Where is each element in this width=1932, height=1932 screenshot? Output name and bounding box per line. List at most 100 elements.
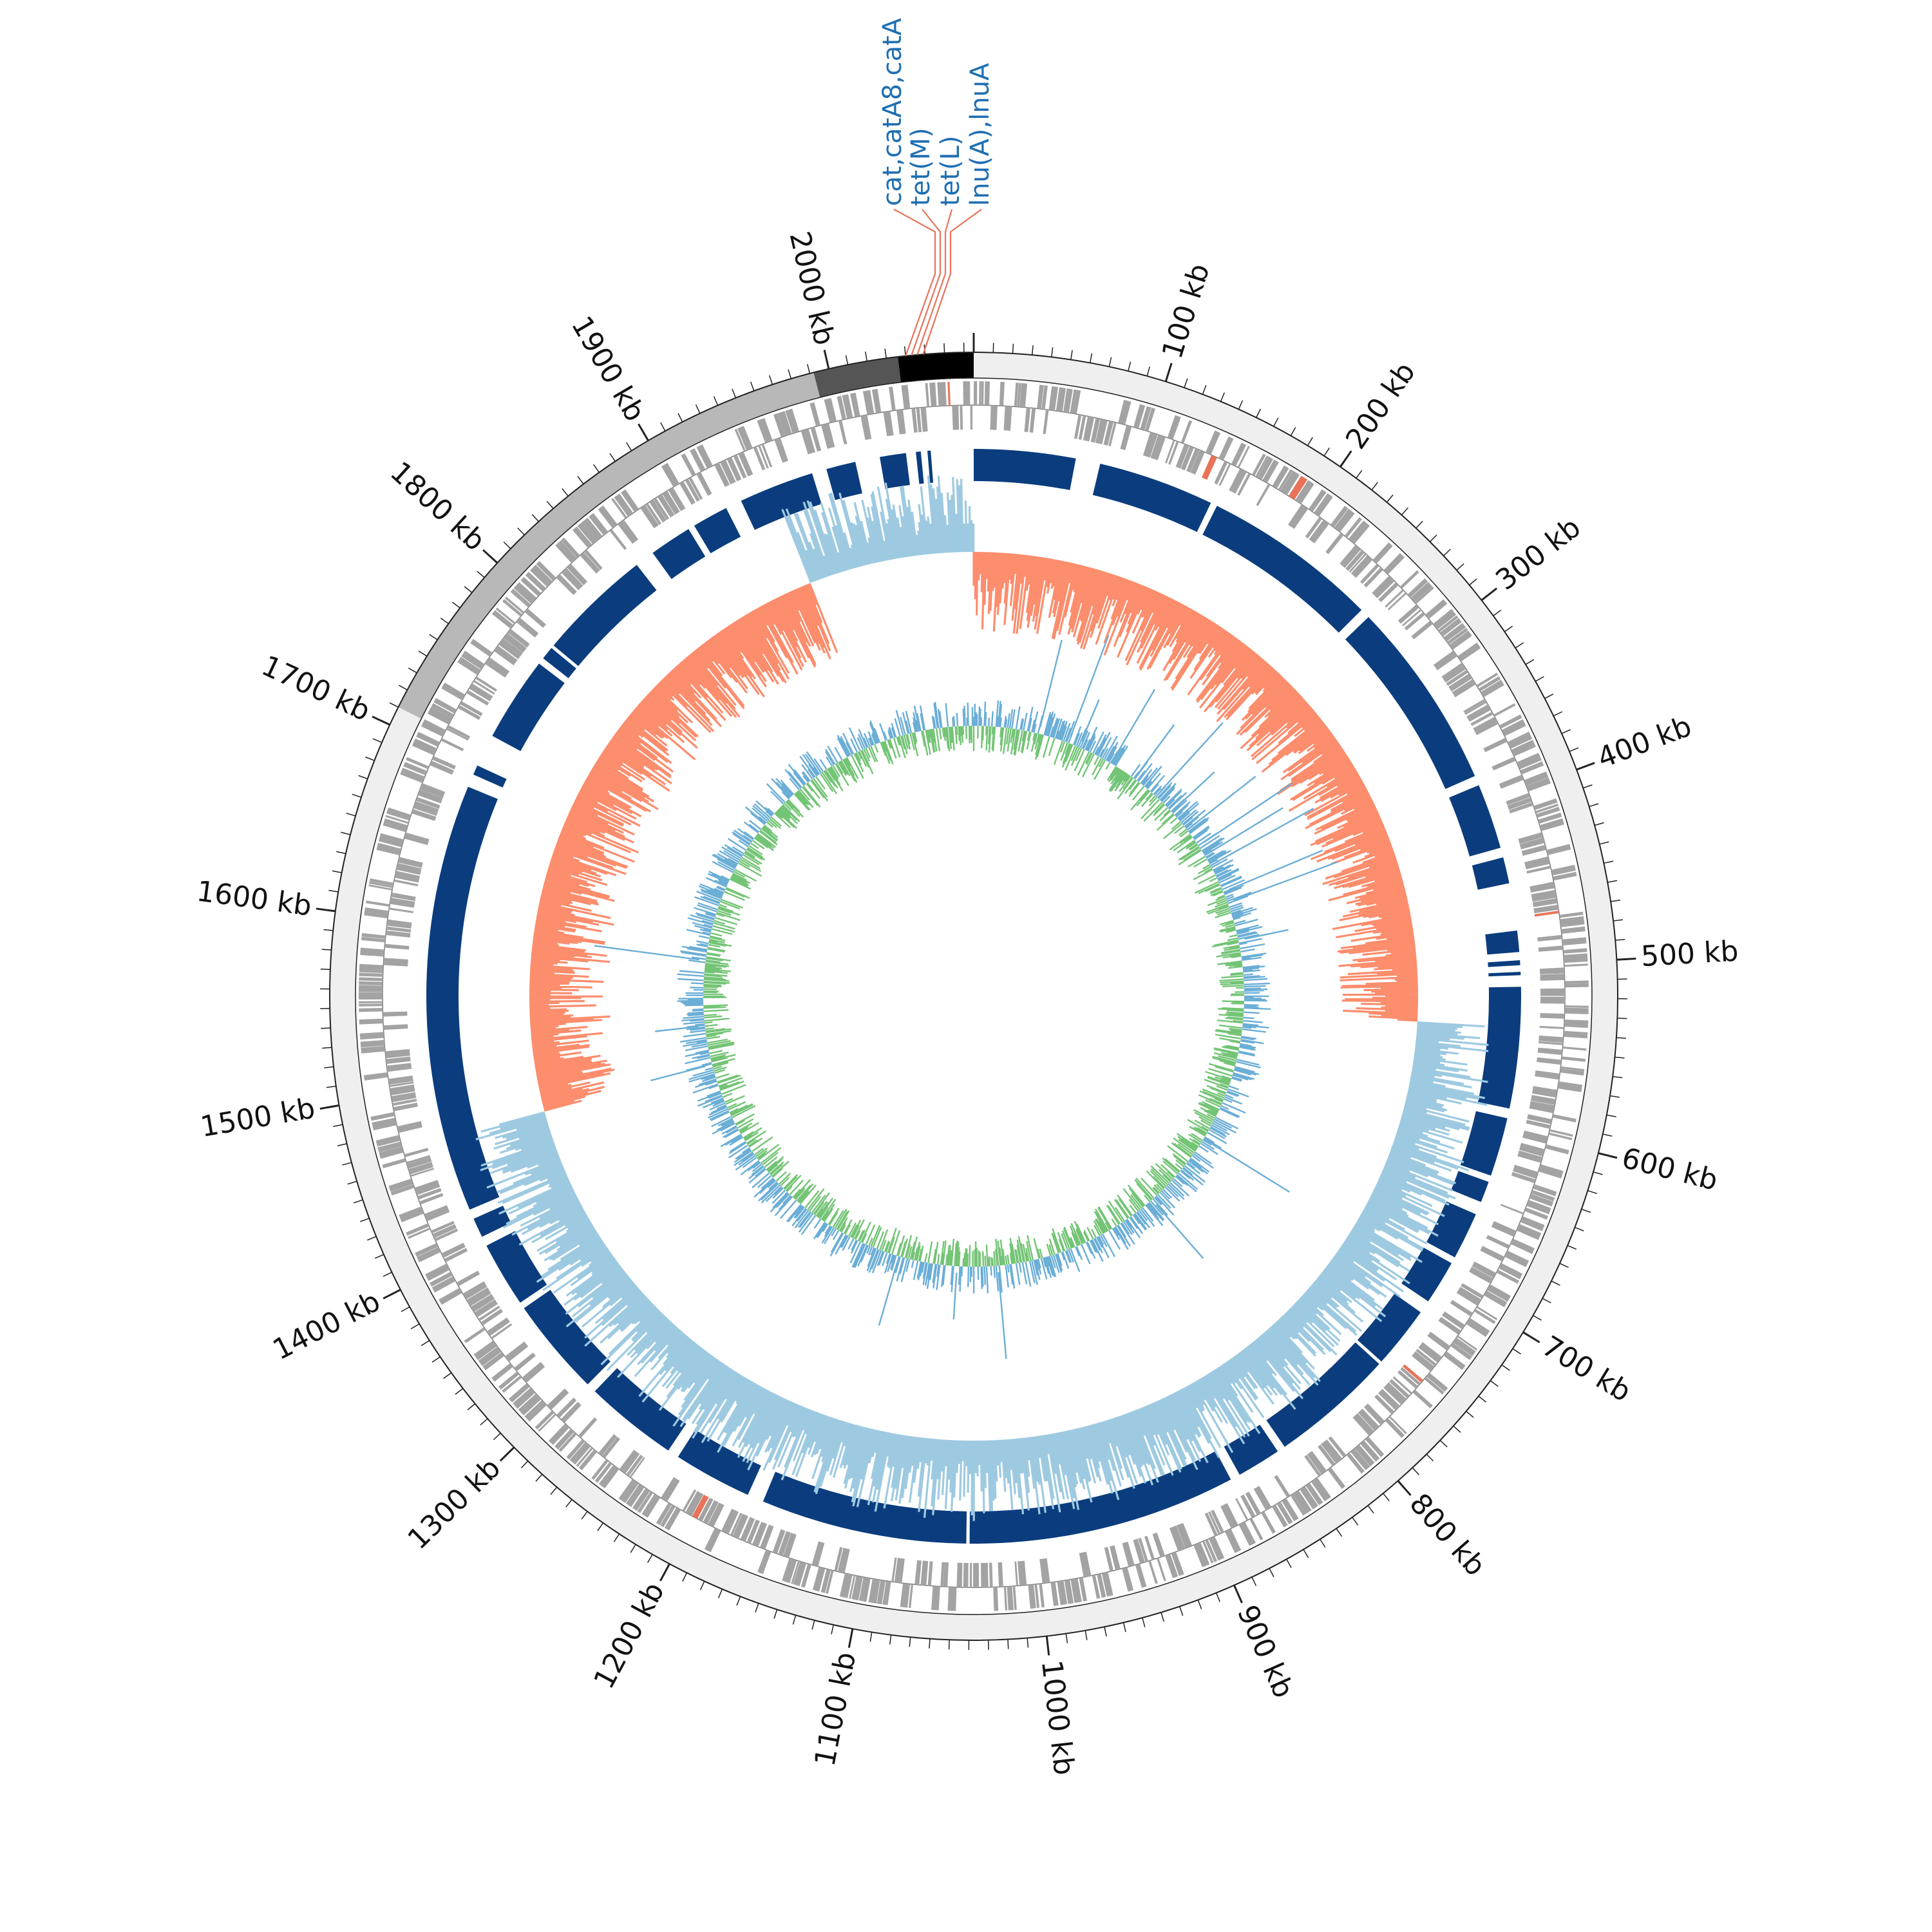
feature-486	[391, 892, 416, 902]
feature-233	[1383, 1382, 1407, 1405]
feature-495	[378, 833, 404, 848]
tick-1530	[322, 1046, 332, 1049]
feature-231	[1392, 1376, 1412, 1395]
tick-1930	[695, 404, 701, 414]
feature-565	[649, 499, 667, 523]
feature-331	[868, 1578, 880, 1604]
tick-1390	[401, 1306, 410, 1312]
feature-467	[359, 1001, 383, 1003]
feature-244	[1350, 1448, 1370, 1470]
feature-271	[1208, 1511, 1221, 1535]
feature-250	[1307, 1450, 1327, 1475]
feature-87	[1401, 609, 1422, 627]
feature-527	[461, 650, 485, 670]
feature-189	[1511, 1171, 1536, 1184]
feature-400	[498, 1371, 520, 1390]
feature-81	[1385, 589, 1405, 608]
feature-444	[377, 1141, 402, 1153]
feature-521	[441, 682, 466, 701]
tick-200	[1340, 450, 1352, 468]
feature-387	[554, 1428, 574, 1450]
feature-610	[916, 407, 922, 433]
feature-204	[1496, 1269, 1519, 1284]
feature-502	[415, 797, 440, 809]
tick-390	[1569, 747, 1579, 752]
contig-block-0	[974, 449, 1076, 491]
feature-285	[1138, 1537, 1148, 1562]
feature-550	[561, 537, 580, 558]
feature-524	[473, 679, 495, 695]
tick-label-200: 200 kb	[1340, 356, 1422, 455]
feature-311	[993, 1587, 999, 1611]
contig-block-5	[1472, 857, 1510, 890]
gc-skew-positive	[529, 551, 1419, 1112]
tick-230	[1386, 494, 1394, 503]
feature-27	[1120, 425, 1132, 451]
feature-469	[359, 985, 383, 992]
feature-538	[504, 596, 525, 614]
feature-50	[1252, 453, 1266, 477]
feature-481	[386, 919, 412, 929]
tick-30	[1031, 345, 1034, 355]
feature-587	[761, 443, 773, 468]
feature-386	[558, 1432, 577, 1452]
feature-389	[560, 1401, 582, 1423]
feature-491	[394, 871, 421, 883]
contig-block-13	[1401, 1247, 1452, 1302]
tick-1160	[736, 1596, 741, 1606]
feature-351	[752, 1521, 768, 1547]
feature-263	[1245, 1492, 1261, 1515]
feature-78	[1372, 575, 1395, 599]
feature-463	[359, 1018, 383, 1025]
tick-1510	[326, 1085, 336, 1088]
tick-900	[1233, 1584, 1243, 1604]
feature-542	[520, 576, 542, 597]
feature-77	[1383, 553, 1405, 574]
feature-499	[386, 807, 412, 821]
tick-330	[1515, 642, 1524, 649]
feature-572	[685, 478, 700, 502]
feature-154	[1540, 974, 1565, 981]
feature-36	[1180, 420, 1193, 444]
feature-222	[1418, 1342, 1443, 1363]
feature-221	[1443, 1351, 1466, 1370]
feature-229	[1397, 1370, 1418, 1389]
feature-164	[1563, 1030, 1588, 1039]
feature-597	[824, 398, 837, 423]
tick-820	[1367, 1505, 1374, 1514]
contig-block-32	[826, 462, 862, 500]
feature-153	[1539, 967, 1565, 974]
feature-274	[1205, 1539, 1218, 1562]
feature-106	[1463, 698, 1486, 714]
feature-123	[1506, 793, 1531, 806]
tick-1330	[467, 1403, 476, 1410]
feature-367	[661, 1477, 680, 1502]
feature-284	[1148, 1560, 1158, 1584]
tick-1280	[535, 1473, 543, 1482]
tick-50	[1070, 350, 1073, 360]
feature-487	[368, 884, 393, 891]
feature-518	[433, 697, 457, 714]
feature-454	[388, 1075, 413, 1085]
tick-290	[1469, 578, 1477, 585]
feature-275	[1202, 1540, 1214, 1564]
tick-480	[1613, 919, 1624, 922]
contig-block-2	[1202, 506, 1362, 633]
feature-350	[760, 1524, 774, 1549]
feature-320	[940, 1562, 945, 1587]
tick-1830	[531, 514, 539, 522]
feature-138	[1552, 871, 1577, 881]
feature-281	[1152, 1532, 1165, 1558]
feature-288	[1122, 1541, 1135, 1567]
feature-321	[931, 1586, 940, 1611]
feature-616	[952, 405, 960, 430]
feature-316	[963, 1562, 969, 1587]
feature-619	[970, 405, 973, 430]
feature-20	[1078, 415, 1086, 440]
tick-label-1400: 1400 kb	[268, 1285, 386, 1367]
tick-560	[1613, 1075, 1623, 1079]
feature-127	[1535, 803, 1559, 813]
feature-532	[503, 632, 527, 653]
feature-132	[1519, 837, 1545, 849]
feature-504	[420, 783, 446, 798]
